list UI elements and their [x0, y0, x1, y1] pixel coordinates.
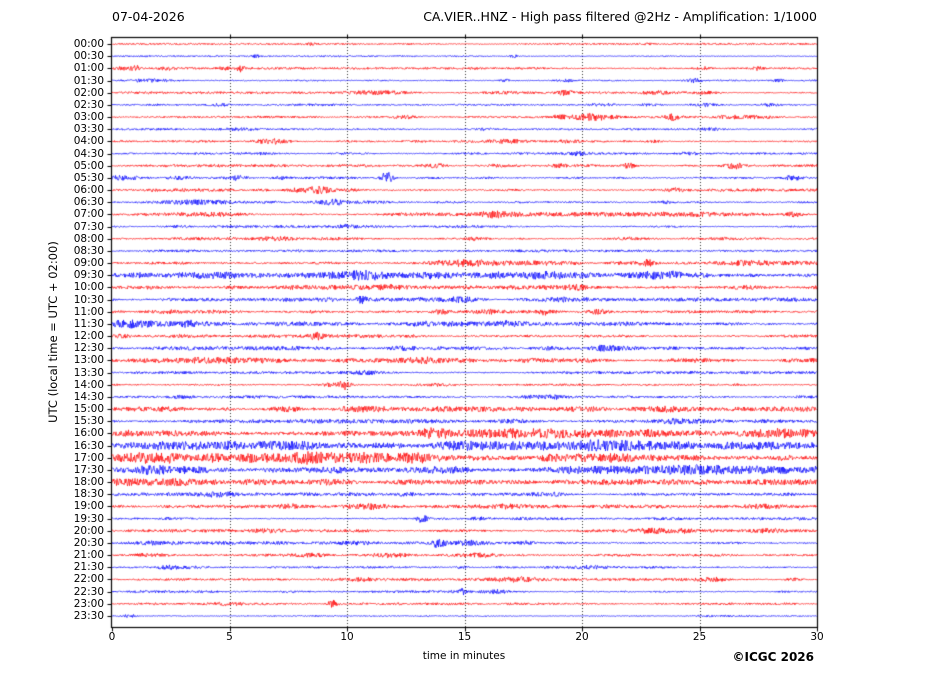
y-tick-label: 16:00	[73, 427, 104, 440]
y-tick-label: 12:30	[73, 342, 104, 355]
y-tick-label: 18:00	[73, 476, 104, 489]
x-tick-label: 5	[226, 631, 233, 643]
y-tick-label: 02:30	[73, 98, 104, 111]
copyright-text: ©ICGC 2026	[732, 650, 814, 664]
y-tick-label: 07:00	[73, 208, 104, 221]
y-tick-label: 23:00	[73, 597, 104, 610]
y-tick-label: 17:30	[73, 463, 104, 476]
y-tick-label: 04:00	[73, 135, 104, 148]
station-title: CA.VIER..HNZ - High pass filtered @2Hz -…	[423, 9, 817, 24]
date-title: 07-04-2026	[112, 9, 185, 24]
y-tick-label: 15:30	[73, 415, 104, 428]
y-tick-label: 11:00	[73, 305, 104, 318]
y-tick-label: 21:00	[73, 549, 104, 562]
y-tick-label: 09:00	[73, 257, 104, 270]
y-tick-label: 21:30	[73, 561, 104, 574]
y-tick-label: 13:30	[73, 366, 104, 379]
y-tick-label: 22:30	[73, 585, 104, 598]
y-tick-label: 03:00	[73, 111, 104, 124]
y-tick-label: 06:00	[73, 184, 104, 197]
y-tick-label: 20:30	[73, 536, 104, 549]
y-axis-label: UTC (local time = UTC + 02:00)	[46, 241, 60, 423]
y-tick-label: 05:00	[73, 159, 104, 172]
y-tick-label: 13:00	[73, 354, 104, 367]
y-tick-label: 18:30	[73, 488, 104, 501]
y-tick-label: 11:30	[73, 317, 104, 330]
x-tick-label: 15	[457, 631, 472, 643]
y-tick-label: 19:00	[73, 500, 104, 513]
y-tick-label: 04:30	[73, 147, 104, 160]
y-tick-label: 00:30	[73, 50, 104, 63]
y-tick-label: 05:30	[73, 171, 104, 184]
y-tick-label: 22:00	[73, 573, 104, 586]
x-tick-label: 20	[575, 631, 589, 643]
y-tick-label: 14:00	[73, 378, 104, 391]
y-tick-label: 09:30	[73, 269, 104, 282]
y-tick-label: 19:30	[73, 512, 104, 525]
y-tick-label: 20:00	[73, 524, 104, 537]
x-tick-label: 30	[810, 631, 824, 643]
y-tick-label: 01:30	[73, 74, 104, 87]
y-tick-label: 10:30	[73, 293, 104, 306]
y-tick-label: 06:30	[73, 196, 104, 209]
y-tick-label: 07:30	[73, 220, 104, 233]
y-tick-label: 12:00	[73, 330, 104, 343]
y-tick-label: 08:00	[73, 232, 104, 245]
x-tick-label: 10	[340, 631, 354, 643]
y-tick-label: 03:30	[73, 123, 104, 136]
x-tick-label: 25	[692, 631, 707, 643]
y-tick-label: 02:00	[73, 86, 104, 99]
y-tick-label: 23:30	[73, 609, 104, 622]
y-tick-label: 08:30	[73, 244, 104, 257]
y-tick-label: 17:00	[73, 451, 104, 464]
x-axis-label: time in minutes	[422, 650, 506, 662]
y-tick-label: 10:00	[73, 281, 104, 294]
y-tick-label: 15:00	[73, 403, 104, 416]
y-tick-label: 14:30	[73, 390, 104, 403]
y-tick-label: 01:00	[73, 62, 104, 75]
y-tick-label: 16:30	[73, 439, 104, 452]
y-tick-label: 00:00	[73, 38, 104, 50]
x-tick-label: 0	[108, 631, 116, 643]
